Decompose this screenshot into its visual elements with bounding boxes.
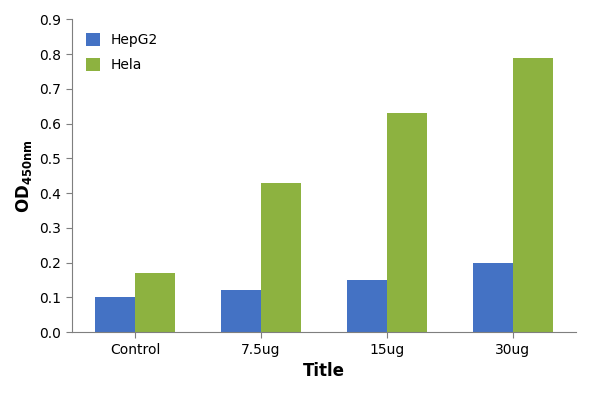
X-axis label: Title: Title: [303, 362, 345, 380]
Y-axis label: $\mathbf{OD_{450nm}}$: $\mathbf{OD_{450nm}}$: [14, 139, 34, 213]
Bar: [95, 297, 135, 332]
Legend: HepG2, Hela: HepG2, Hela: [79, 26, 165, 79]
Bar: [135, 273, 175, 332]
Bar: [347, 280, 387, 332]
Bar: [221, 290, 261, 332]
Bar: [513, 58, 553, 332]
Bar: [261, 183, 301, 332]
Bar: [387, 113, 427, 332]
Bar: [473, 263, 513, 332]
